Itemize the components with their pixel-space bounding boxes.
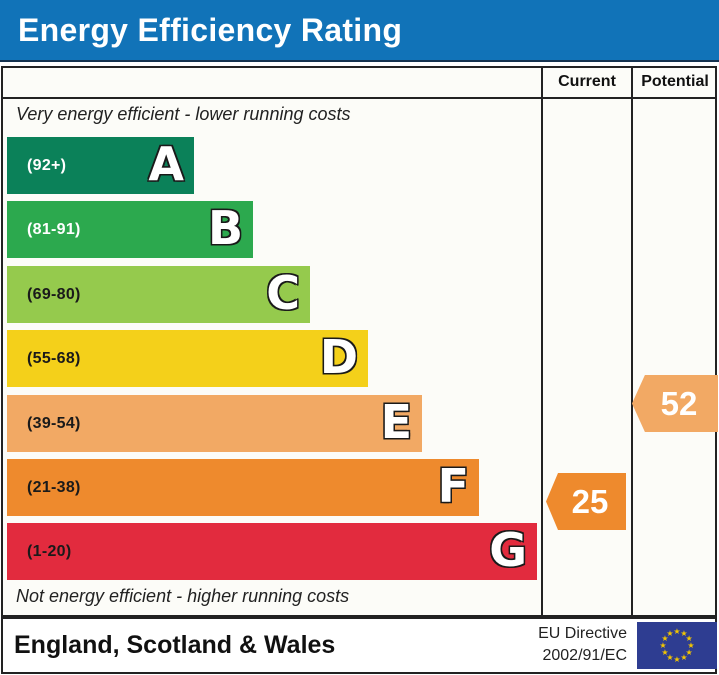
svg-text:★: ★ <box>673 655 680 664</box>
eu-directive-line1: EU Directive <box>538 625 627 642</box>
svg-text:★: ★ <box>661 648 668 657</box>
band-range-label: (21-38) <box>27 478 81 496</box>
band-range-label: (92+) <box>27 156 67 174</box>
band-letter: F <box>436 458 470 513</box>
current-rating-arrow: 25 <box>546 473 626 530</box>
eu-flag-icon: ★ ★ ★ ★ ★ ★ ★ ★ ★ ★ ★ ★ <box>637 622 717 669</box>
band-range-label: (69-80) <box>27 285 81 303</box>
page-title: Energy Efficiency Rating <box>18 11 403 48</box>
svg-text:★: ★ <box>680 653 687 662</box>
band-row-e: (39-54) E <box>7 395 422 452</box>
band-range-label: (1-20) <box>27 542 72 560</box>
eu-directive-line2: 2002/91/EC <box>542 647 627 665</box>
potential-rating-arrow: 52 <box>632 375 718 432</box>
band-letter: D <box>319 329 359 384</box>
column-header-current: Current <box>558 72 616 90</box>
svg-text:★: ★ <box>666 629 673 638</box>
top-note: Very energy efficient - lower running co… <box>16 104 351 124</box>
band-letter: E <box>379 394 413 449</box>
band-row-f: (21-38) F <box>7 459 479 516</box>
column-divider-current <box>541 66 543 617</box>
svg-text:★: ★ <box>686 648 693 657</box>
band-letter: A <box>147 136 185 191</box>
column-header-potential: Potential <box>641 72 709 90</box>
band-row-d: (55-68) D <box>7 330 368 387</box>
band-letter: B <box>207 200 244 255</box>
svg-text:★: ★ <box>687 641 694 650</box>
region-label: England, Scotland & Wales <box>14 631 336 659</box>
svg-text:★: ★ <box>673 627 680 636</box>
svg-text:★: ★ <box>661 634 668 643</box>
column-divider-potential <box>631 66 633 617</box>
header-divider <box>1 97 717 99</box>
band-range-label: (39-54) <box>27 414 81 432</box>
band-row-c: (69-80) C <box>7 266 310 323</box>
title-bar: Energy Efficiency Rating <box>0 0 719 62</box>
current-rating-value: 25 <box>571 482 609 520</box>
svg-text:★: ★ <box>686 634 693 643</box>
band-row-g: (1-20) G <box>7 523 537 580</box>
band-letter: G <box>488 522 528 577</box>
footer <box>1 617 717 674</box>
band-range-label: (81-91) <box>27 220 81 238</box>
potential-rating-value: 52 <box>660 384 698 422</box>
svg-text:★: ★ <box>659 641 666 650</box>
eu-flag-stars: ★ ★ ★ ★ ★ ★ ★ ★ ★ ★ ★ ★ <box>659 627 694 664</box>
band-row-b: (81-91) B <box>7 201 253 258</box>
band-row-a: (92+) A <box>7 137 194 194</box>
eu-directive-label: EU Directive 2002/91/EC <box>498 623 627 668</box>
svg-text:★: ★ <box>666 653 673 662</box>
band-letter: C <box>265 265 301 320</box>
bottom-note: Not energy efficient - higher running co… <box>16 586 350 606</box>
band-range-label: (55-68) <box>27 349 81 367</box>
svg-text:★: ★ <box>680 629 687 638</box>
